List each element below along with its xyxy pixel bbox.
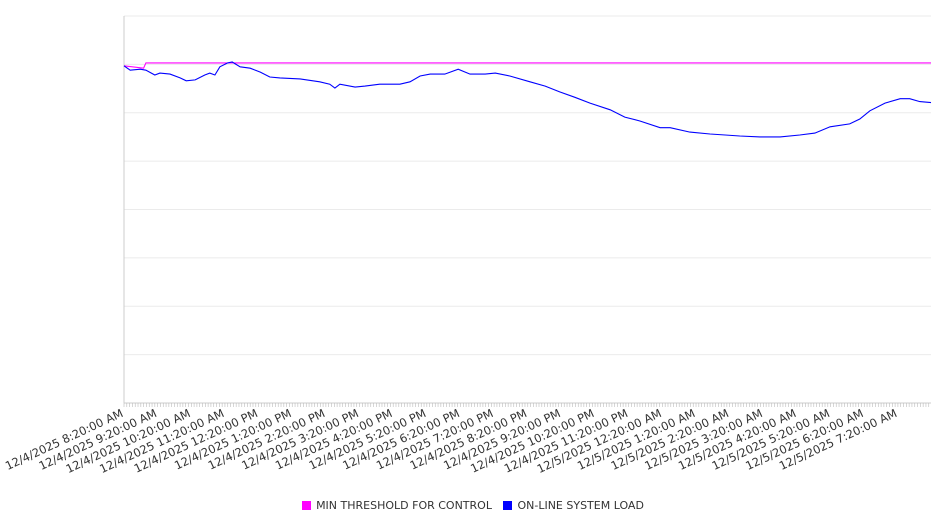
legend-label: MIN THRESHOLD FOR CONTROL (316, 499, 492, 512)
series-line-min-threshold (123, 62, 931, 69)
legend: MIN THRESHOLD FOR CONTROL ON-LINE SYSTEM… (0, 499, 946, 513)
legend-item-threshold[interactable]: MIN THRESHOLD FOR CONTROL (302, 499, 492, 512)
legend-label: ON-LINE SYSTEM LOAD (517, 499, 644, 512)
legend-swatch-icon (503, 501, 513, 510)
legend-item-load[interactable]: ON-LINE SYSTEM LOAD (503, 499, 644, 512)
legend-swatch-icon (302, 501, 312, 510)
series-line-system-load (123, 61, 932, 138)
